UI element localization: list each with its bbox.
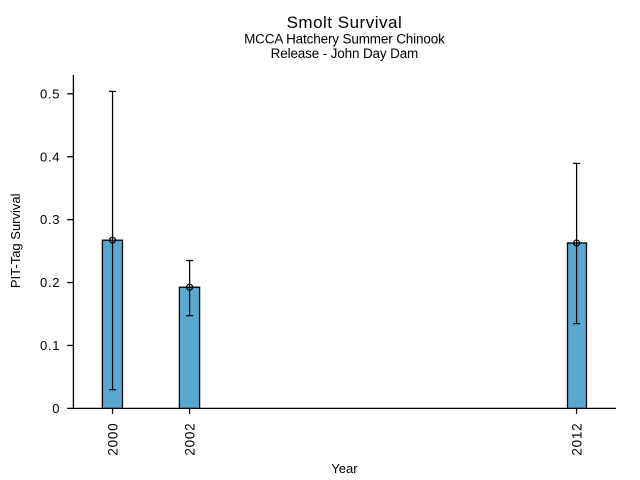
svg-text:0.5: 0.5 <box>40 86 60 101</box>
svg-text:PIT-Tag Survival: PIT-Tag Survival <box>8 193 23 288</box>
svg-text:Year: Year <box>331 461 358 476</box>
svg-text:0.1: 0.1 <box>40 338 60 353</box>
svg-text:0.4: 0.4 <box>40 149 60 164</box>
svg-text:Smolt Survival: Smolt Survival <box>287 13 403 32</box>
svg-text:0.3: 0.3 <box>40 212 60 227</box>
svg-text:2000: 2000 <box>105 423 120 456</box>
svg-text:0.2: 0.2 <box>40 275 60 290</box>
svg-text:MCCA Hatchery Summer Chinook: MCCA Hatchery Summer Chinook <box>244 31 445 46</box>
svg-text:2012: 2012 <box>569 423 584 456</box>
svg-text:Release - John Day Dam: Release - John Day Dam <box>271 46 419 61</box>
svg-text:0: 0 <box>52 401 60 416</box>
svg-text:2002: 2002 <box>182 423 197 456</box>
